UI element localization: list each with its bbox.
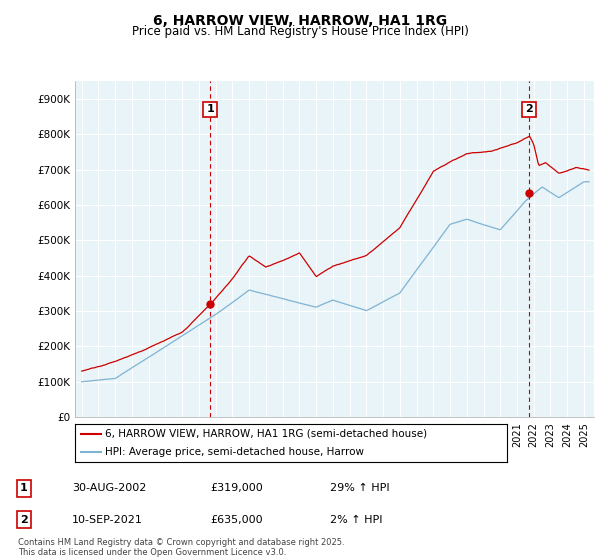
Text: 6, HARROW VIEW, HARROW, HA1 1RG (semi-detached house): 6, HARROW VIEW, HARROW, HA1 1RG (semi-de…: [105, 429, 427, 439]
Text: 10-SEP-2021: 10-SEP-2021: [72, 515, 143, 525]
Text: 29% ↑ HPI: 29% ↑ HPI: [330, 483, 389, 493]
Text: 2: 2: [20, 515, 28, 525]
Text: 1: 1: [20, 483, 28, 493]
Text: HPI: Average price, semi-detached house, Harrow: HPI: Average price, semi-detached house,…: [105, 447, 364, 458]
Text: 2% ↑ HPI: 2% ↑ HPI: [330, 515, 383, 525]
Text: £635,000: £635,000: [210, 515, 263, 525]
Text: 30-AUG-2002: 30-AUG-2002: [72, 483, 146, 493]
Text: 6, HARROW VIEW, HARROW, HA1 1RG: 6, HARROW VIEW, HARROW, HA1 1RG: [153, 14, 447, 28]
Text: Contains HM Land Registry data © Crown copyright and database right 2025.
This d: Contains HM Land Registry data © Crown c…: [18, 538, 344, 557]
Text: £319,000: £319,000: [210, 483, 263, 493]
Text: 1: 1: [206, 105, 214, 114]
Text: 2: 2: [525, 105, 533, 114]
Text: Price paid vs. HM Land Registry's House Price Index (HPI): Price paid vs. HM Land Registry's House …: [131, 25, 469, 39]
